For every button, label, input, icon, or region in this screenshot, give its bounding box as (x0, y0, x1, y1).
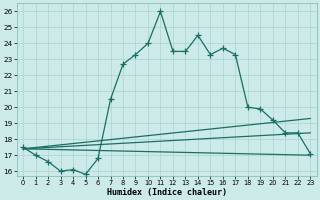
X-axis label: Humidex (Indice chaleur): Humidex (Indice chaleur) (107, 188, 227, 197)
